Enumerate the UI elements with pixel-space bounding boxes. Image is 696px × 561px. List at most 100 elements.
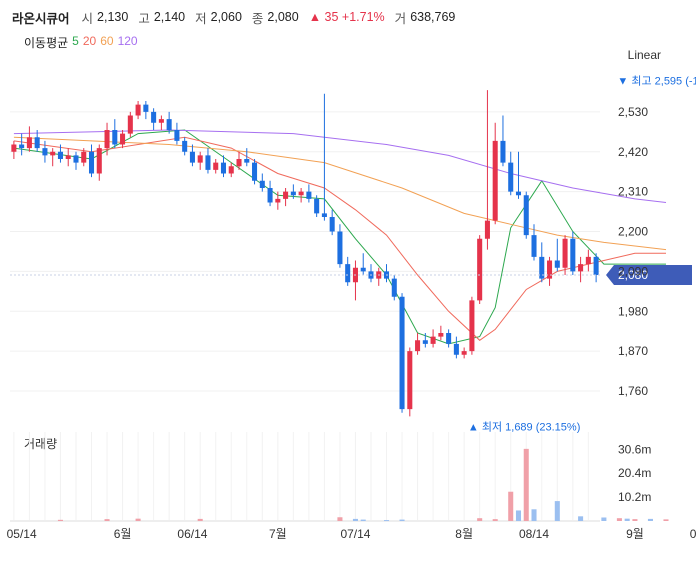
ma-legend-20[interactable]: 20: [82, 34, 97, 48]
volume-bar: [477, 518, 483, 521]
volume-bar: [399, 519, 405, 521]
candle-body: [290, 191, 296, 196]
volume-bar: [554, 501, 560, 521]
volume-bar: [578, 516, 584, 521]
candle-body: [220, 162, 227, 174]
candle-body: [329, 217, 335, 232]
candle-body: [73, 155, 79, 163]
candle-body: [461, 351, 467, 355]
candle-body: [189, 151, 195, 163]
candle-body: [197, 155, 203, 163]
x-tick-label: 9월: [626, 527, 644, 541]
candle-body: [275, 198, 281, 203]
current-price-label: 2,080: [618, 268, 648, 282]
volume-value: 638,769: [410, 10, 456, 24]
candle-body: [430, 336, 436, 344]
volume-bar: [492, 519, 498, 521]
close-label: 종: [251, 11, 264, 26]
candle-body: [469, 300, 475, 352]
candle-body: [391, 278, 397, 297]
candle-body: [539, 256, 545, 279]
volume-bar: [360, 519, 366, 521]
volume-tick-label: 20.4m: [618, 466, 651, 480]
x-tick-label: 7월: [269, 527, 287, 541]
volume-bar: [523, 448, 529, 521]
candle-body: [50, 151, 56, 156]
volume-bar: [508, 491, 514, 521]
candle-body: [547, 260, 553, 279]
candle-body: [127, 115, 133, 134]
volume-bar: [515, 510, 522, 521]
high-value: 2,140: [153, 10, 186, 24]
max-price-annotation: ▼ 최고 2,595 (-19.85%): [617, 74, 696, 87]
low-label: 저: [195, 11, 207, 26]
candle-body: [399, 296, 405, 410]
ma-legend-60[interactable]: 60: [100, 34, 114, 48]
high-label: 고: [138, 11, 150, 26]
candle-body: [298, 191, 304, 196]
x-tick-label: 05/14: [7, 527, 37, 541]
candle-body: [135, 104, 141, 116]
candle-body: [562, 238, 568, 268]
candle-body: [570, 238, 576, 272]
candle-body: [259, 180, 265, 188]
stock-name: 라온시큐어: [12, 11, 70, 26]
x-tick-label: 6월: [114, 527, 132, 541]
candle-body: [554, 260, 560, 268]
candle-body: [446, 333, 452, 344]
price-tick-label: 2,310: [618, 185, 648, 199]
x-tick-label: 8월: [455, 527, 473, 541]
candle-body: [508, 162, 514, 192]
moving-average-legend: 이동평균 5 20 60 120: [24, 34, 138, 51]
candle-body: [96, 148, 102, 174]
x-tick-label: 06/14: [177, 527, 207, 541]
candle-body: [236, 159, 242, 167]
volume-bar: [135, 518, 141, 521]
candle-body: [34, 137, 40, 149]
scale-toggle[interactable]: Linear: [627, 48, 661, 62]
x-tick-label: 09/14: [690, 527, 696, 541]
price-tick-label: 1,760: [618, 384, 648, 398]
candle-body: [321, 213, 327, 217]
min-price-annotation: ▲ 최저 1,689 (23.15%): [468, 421, 580, 434]
volume-bar: [197, 518, 203, 521]
price-tick-label: 2,420: [618, 145, 648, 159]
volume-bar: [337, 517, 343, 521]
volume-bar: [624, 518, 630, 521]
candle-body: [65, 155, 71, 159]
candle-body: [492, 140, 498, 221]
volume-bar: [632, 519, 638, 521]
candle-body: [228, 166, 234, 174]
candle-body: [438, 333, 444, 337]
candle-body: [42, 148, 48, 156]
candle-body: [578, 264, 584, 272]
candle-body: [57, 151, 63, 159]
volume-bar: [531, 509, 537, 521]
candle-body: [500, 140, 506, 163]
candle-body: [267, 188, 273, 203]
volume-title: 거래량: [24, 437, 58, 451]
candle-body: [182, 140, 188, 152]
volume-tick-label: 10.2m: [618, 490, 651, 504]
candle-body: [166, 119, 172, 130]
candle-body: [484, 220, 490, 239]
low-value: 2,060: [210, 10, 242, 24]
ma-legend-title: 이동평균: [24, 36, 69, 50]
candle-body: [345, 264, 351, 283]
volume-bar: [616, 518, 622, 521]
volume-bar: [57, 519, 63, 521]
ma-legend-120[interactable]: 120: [117, 34, 138, 48]
candle-body: [314, 198, 320, 214]
candle-body: [337, 231, 343, 265]
volume-bar: [352, 518, 358, 521]
candle-body: [415, 340, 421, 352]
candle-body: [174, 130, 180, 141]
candle-body: [453, 343, 459, 355]
price-tick-label: 2,200: [618, 225, 648, 239]
candle-body: [205, 155, 211, 170]
candle-body: [515, 191, 522, 196]
ma-legend-5[interactable]: 5: [72, 34, 79, 48]
volume-bar: [104, 519, 110, 521]
volume-bar: [647, 518, 653, 521]
